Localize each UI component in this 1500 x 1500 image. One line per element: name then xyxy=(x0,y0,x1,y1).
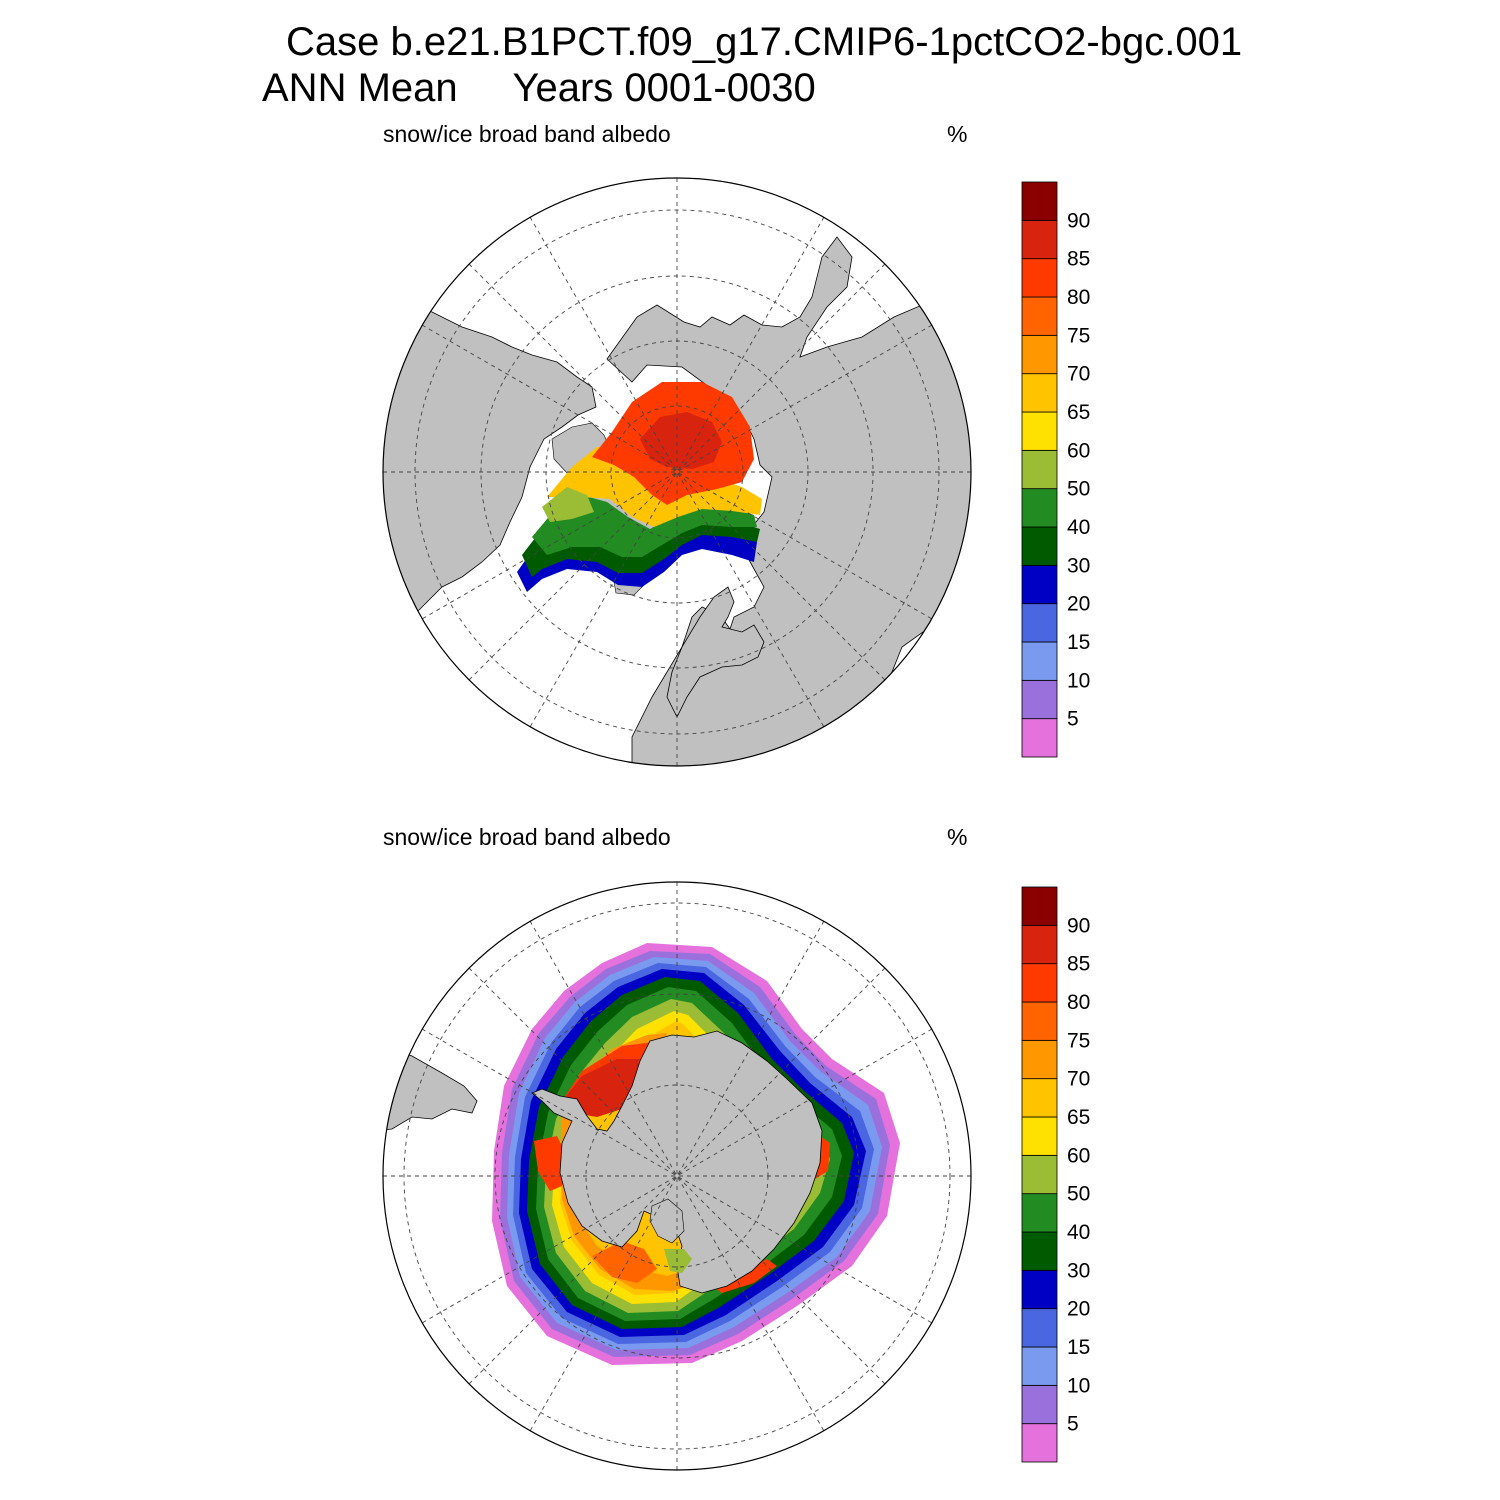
south-colorbar-box-12 xyxy=(1021,963,1058,1003)
north-colorbar-box-13 xyxy=(1021,219,1058,260)
south-colorbar-box-5 xyxy=(1021,1231,1058,1271)
north-colorbar-box-5 xyxy=(1021,526,1058,566)
south-colorbar-tick-label: 5 xyxy=(1067,1413,1079,1436)
south-colorbar-tick-label: 20 xyxy=(1067,1298,1090,1321)
north-colorbar-box-6 xyxy=(1021,488,1058,528)
south-polar-map xyxy=(382,881,972,1471)
north-colorbar-tick-label: 5 xyxy=(1067,708,1079,731)
north-colorbar-tick-label: 10 xyxy=(1067,669,1090,692)
case-title: Case b.e21.B1PCT.f09_g17.CMIP6-1pctCO2-b… xyxy=(286,20,1243,64)
south-colorbar-tick-label: 60 xyxy=(1067,1144,1090,1167)
north-colorbar-box-3 xyxy=(1021,603,1058,643)
north-colorbar-box-7 xyxy=(1021,449,1058,490)
north-graticule xyxy=(383,178,971,766)
south-colorbar-tick-label: 15 xyxy=(1067,1336,1090,1359)
north-colorbar: 5 10 15 20 30 40 50 60 65 70 75 80 85 90 xyxy=(1021,181,1090,758)
north-colorbar-box-14 xyxy=(1021,181,1058,221)
north-colorbar-tick-label: 90 xyxy=(1067,209,1090,232)
south-colorbar-box-3 xyxy=(1021,1308,1058,1348)
north-colorbar-tick-label: 75 xyxy=(1067,324,1090,347)
north-polar-map xyxy=(382,177,972,767)
north-colorbar-box-4 xyxy=(1021,564,1058,605)
north-colorbar-tick-label: 85 xyxy=(1067,248,1090,271)
south-colorbar-tick-label: 80 xyxy=(1067,991,1090,1014)
south-map-border xyxy=(382,881,972,1471)
north-colorbar-box-8 xyxy=(1021,411,1058,451)
north-colorbar-tick-label: 60 xyxy=(1067,439,1090,462)
north-colorbar-box-1 xyxy=(1021,679,1058,720)
south-graticule xyxy=(383,882,971,1470)
south-colorbar-tick-label: 90 xyxy=(1067,914,1090,937)
north-colorbar-tick-label: 20 xyxy=(1067,593,1090,616)
south-colorbar-box-4 xyxy=(1021,1269,1058,1310)
north-map-border xyxy=(382,177,972,767)
south-colorbar-box-8 xyxy=(1021,1116,1058,1156)
south-colorbar-tick-label: 75 xyxy=(1067,1029,1090,1052)
south-colorbar-tick-label: 70 xyxy=(1067,1068,1090,1091)
south-colorbar-box-14 xyxy=(1021,886,1058,926)
north-colorbar-box-0 xyxy=(1021,718,1058,758)
period-title: ANN Mean Years 0001-0030 xyxy=(262,66,816,110)
north-colorbar-box-10 xyxy=(1021,334,1058,375)
south-variable-label: snow/ice broad band albedo xyxy=(383,824,671,850)
north-units-label: % xyxy=(947,121,968,147)
north-colorbar-tick-label: 15 xyxy=(1067,631,1090,654)
north-colorbar-tick-label: 30 xyxy=(1067,554,1090,577)
north-colorbar-box-11 xyxy=(1021,296,1058,336)
south-colorbar-tick-label: 85 xyxy=(1067,953,1090,976)
south-colorbar-box-9 xyxy=(1021,1078,1058,1118)
south-units-label: % xyxy=(947,824,968,850)
north-colorbar-tick-label: 40 xyxy=(1067,516,1090,539)
south-colorbar-box-0 xyxy=(1021,1423,1058,1463)
south-colorbar-tick-label: 30 xyxy=(1067,1259,1090,1282)
south-colorbar: 5 10 15 20 30 40 50 60 65 70 75 80 85 90 xyxy=(1021,886,1090,1463)
north-colorbar-box-12 xyxy=(1021,258,1058,298)
south-colorbar-box-10 xyxy=(1021,1039,1058,1080)
south-colorbar-box-13 xyxy=(1021,924,1058,965)
south-colorbar-tick-label: 50 xyxy=(1067,1183,1090,1206)
north-colorbar-box-9 xyxy=(1021,373,1058,413)
south-colorbar-tick-label: 40 xyxy=(1067,1221,1090,1244)
north-variable-label: snow/ice broad band albedo xyxy=(383,121,671,147)
south-colorbar-box-7 xyxy=(1021,1154,1058,1195)
south-colorbar-tick-label: 10 xyxy=(1067,1374,1090,1397)
north-colorbar-tick-label: 50 xyxy=(1067,478,1090,501)
south-colorbar-box-6 xyxy=(1021,1193,1058,1233)
north-colorbar-tick-label: 65 xyxy=(1067,401,1090,424)
north-colorbar-box-2 xyxy=(1021,641,1058,681)
south-colorbar-tick-label: 65 xyxy=(1067,1106,1090,1129)
north-colorbar-tick-label: 70 xyxy=(1067,363,1090,386)
north-sea-ice-field xyxy=(517,382,762,592)
south-colorbar-box-1 xyxy=(1021,1384,1058,1425)
south-colorbar-box-2 xyxy=(1021,1346,1058,1386)
north-colorbar-tick-label: 80 xyxy=(1067,286,1090,309)
south-colorbar-box-11 xyxy=(1021,1001,1058,1041)
